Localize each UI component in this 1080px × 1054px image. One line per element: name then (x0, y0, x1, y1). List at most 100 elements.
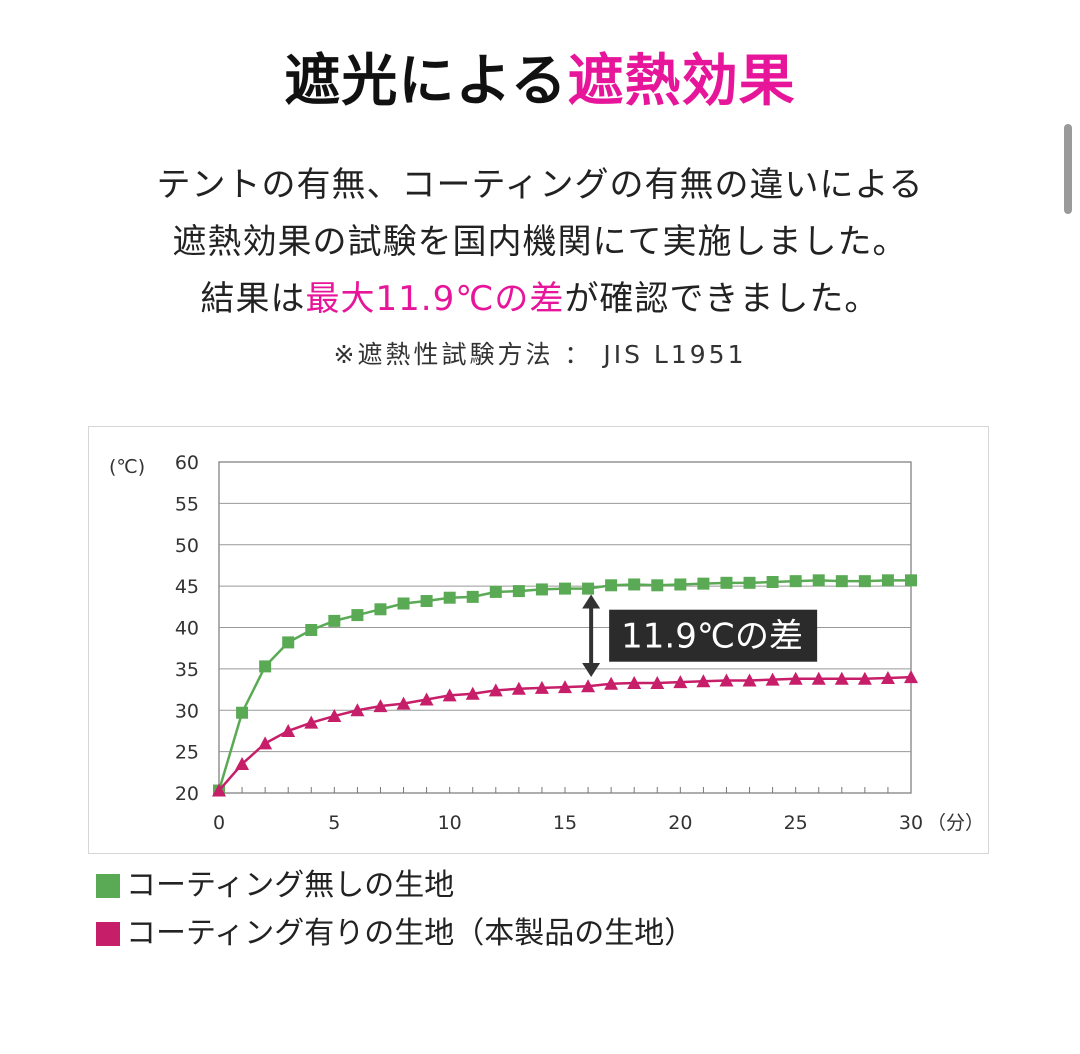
data-point-square (559, 582, 571, 595)
difference-label-box (609, 609, 818, 662)
temperature-chart: 20 25 30 35 40 45 50 55 60 0 5 10 15 20 25 30 (℃) （分） 1… (109, 452, 984, 834)
description-line-3: 結果は最大11.9℃の差が確認できました。 (0, 272, 1080, 326)
data-point-triangle (834, 671, 849, 685)
arrow-head-bottom (582, 662, 601, 677)
data-point-triangle (880, 670, 895, 684)
data-point-square (512, 585, 525, 598)
data-point-triangle (857, 671, 872, 685)
y-tick-label: 60 (175, 452, 199, 474)
y-tick-label: 25 (175, 742, 199, 764)
chart-frame: 20 25 30 35 40 45 50 55 60 0 5 10 15 20 25 30 (℃) （分） 1… (88, 426, 989, 854)
data-point-square (535, 583, 548, 596)
data-point-triangle (811, 671, 826, 685)
data-point-triangle (604, 676, 619, 690)
data-point-triangle (327, 709, 342, 723)
data-point-triangle (558, 680, 572, 694)
data-point-square (628, 578, 641, 591)
title-main: 遮光による (284, 49, 568, 114)
description-line-2: 遮熱効果の試験を国内機関にて実施しました。 (172, 222, 908, 262)
legend-swatch-green (96, 874, 120, 898)
data-point-square (881, 574, 894, 587)
x-axis-label: （分） (927, 812, 984, 834)
data-point-square (489, 585, 502, 598)
title-accent: 遮熱効果 (567, 49, 796, 114)
data-point-square (397, 597, 410, 610)
data-point-square (674, 578, 687, 591)
series-line (218, 675, 912, 792)
description-line-1: テントの有無、コーティングの有無の違いによる (156, 165, 924, 205)
data-point-square (374, 603, 387, 616)
data-point-triangle (534, 680, 549, 694)
data-point-square (582, 582, 595, 595)
data-point-square (789, 575, 802, 588)
data-point-square (905, 574, 917, 587)
test-method-note: ※遮熱性試験方法 ： JIS L1951 (333, 340, 747, 369)
y-tick-label: 20 (175, 783, 199, 805)
difference-annotation: 11.9℃の差 (582, 594, 818, 677)
scrollbar[interactable] (1064, 124, 1072, 214)
x-tick-label: 20 (668, 812, 692, 834)
tick-labels: 20 25 30 35 40 45 50 55 60 0 5 10 15 20 25 30 (175, 452, 923, 834)
data-point-triangle (350, 703, 365, 717)
legend-swatch-magenta (96, 922, 120, 946)
y-tick-label: 30 (175, 700, 199, 722)
x-tick-label: 30 (899, 812, 923, 834)
y-tick-label: 55 (175, 493, 199, 515)
legend-label-uncoated: コーティング無しの生地 (126, 868, 455, 903)
data-point-square (259, 660, 272, 673)
data-point-square (835, 575, 848, 588)
difference-label: 11.9℃の差 (621, 617, 803, 657)
difference-highlight: 最大11.9℃の差 (305, 279, 565, 319)
data-point-triangle (281, 723, 296, 737)
description-line-3-pre: 結果は (200, 279, 306, 319)
data-point-square (328, 614, 341, 627)
data-point-square (605, 579, 618, 592)
arrow-head-top (582, 594, 601, 609)
data-point-square (466, 590, 479, 603)
data-point-triangle (581, 679, 596, 693)
x-tick-label: 25 (784, 812, 808, 834)
data-point-square (351, 609, 364, 622)
legend-item-coated: コーティング有りの生地（本製品の生地） (96, 914, 694, 954)
data-point-square (697, 577, 710, 590)
data-point-triangle (765, 672, 780, 686)
data-point-triangle (904, 670, 918, 684)
data-point-triangle (396, 696, 411, 710)
series-uncoated (213, 574, 917, 797)
data-point-square (305, 623, 318, 636)
data-point-triangle (511, 681, 526, 695)
y-tick-label: 45 (175, 576, 199, 598)
data-point-triangle (650, 675, 665, 689)
y-axis-label: (℃) (109, 456, 145, 478)
data-point-triangle (304, 715, 319, 729)
data-point-square (743, 576, 756, 589)
data-point-triangle (212, 783, 226, 797)
x-tick-label: 10 (438, 812, 462, 834)
data-point-triangle (627, 675, 642, 689)
data-point-square (420, 595, 433, 608)
data-point-square (282, 636, 295, 649)
x-tick-label: 15 (553, 812, 577, 834)
data-point-triangle (442, 688, 457, 702)
legend-label-coated: コーティング有りの生地（本製品の生地） (126, 916, 695, 951)
data-point-square (812, 574, 825, 587)
data-point-square (720, 576, 733, 589)
data-point-triangle (719, 673, 734, 687)
data-point-square (236, 706, 249, 719)
series-coated (212, 670, 918, 797)
series (212, 574, 918, 797)
x-tick-label: 5 (328, 812, 340, 834)
page-title: 遮光による遮熱効果 (0, 42, 1080, 122)
data-point-triangle (696, 674, 711, 688)
data-point-triangle (488, 683, 503, 697)
data-point-square (443, 591, 456, 604)
y-tick-label: 40 (175, 618, 199, 640)
data-point-triangle (742, 673, 757, 687)
data-point-square (766, 575, 779, 588)
legend-item-uncoated: コーティング無しの生地 (96, 866, 454, 906)
data-point-square (858, 575, 871, 588)
x-tick-label: 0 (213, 812, 225, 834)
description-line-3-post: が確認できました。 (564, 279, 880, 319)
data-point-triangle (373, 699, 388, 713)
data-point-triangle (673, 675, 688, 689)
